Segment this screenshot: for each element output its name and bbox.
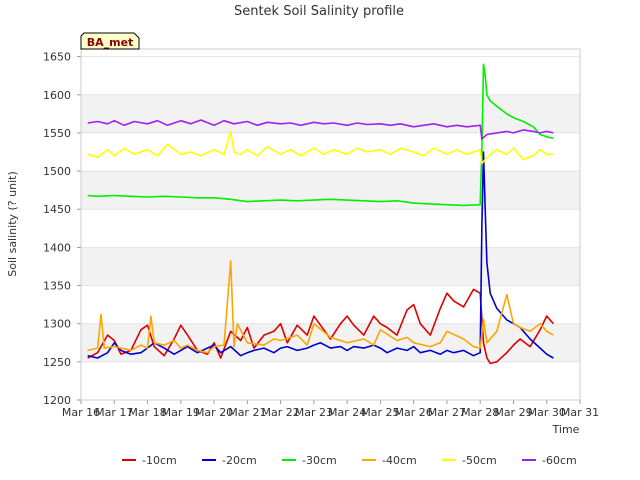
y-tick-label: 1400 (43, 241, 71, 254)
series-line-minus-10cm (87, 288, 555, 365)
y-tick-label: 1650 (43, 51, 71, 64)
grid-band (81, 171, 580, 210)
grid-band (81, 247, 580, 286)
y-tick-label: 1350 (43, 280, 71, 293)
y-axis-label: Soil salinity (? unit) (6, 171, 19, 276)
x-tick-label: Mar 20 (195, 406, 233, 419)
x-tick-label: Mar 19 (162, 406, 200, 419)
x-tick-label: Mar 25 (361, 406, 399, 419)
y-tick-label: 1550 (43, 127, 71, 140)
y-tick-label: 1600 (43, 89, 71, 102)
y-tick-label: 1500 (43, 165, 71, 178)
x-tick-label: Mar 31 (561, 406, 599, 419)
series-line-minus-30cm (87, 63, 554, 207)
x-tick-label: Mar 16 (62, 406, 100, 419)
grid-band (81, 94, 580, 133)
series-line-minus-40cm (87, 260, 554, 354)
x-tick-label: Mar 23 (295, 406, 333, 419)
x-tick-label: Mar 24 (328, 406, 366, 419)
x-tick-label: Mar 27 (428, 406, 466, 419)
series-layer (87, 63, 555, 365)
x-tick-label: Mar 29 (494, 406, 532, 419)
x-tick-label: Mar 17 (95, 406, 133, 419)
legend-label: -50cm (462, 454, 497, 467)
y-tick-label: 1200 (43, 394, 71, 407)
y-axis-ticks: 1200 1250 1300 1350 1400 1450 1500 1550 1600 1650 (43, 51, 81, 407)
plot-frame (80, 48, 581, 401)
legend-label: -40cm (382, 454, 417, 467)
x-tick-label: Mar 22 (261, 406, 299, 419)
x-tick-label: Mar 26 (395, 406, 433, 419)
x-axis-label: Time (552, 423, 580, 436)
legend-label: -30cm (302, 454, 337, 467)
x-tick-label: Mar 21 (228, 406, 266, 419)
y-tick-label: 1250 (43, 356, 71, 369)
site-label: BA_met (87, 36, 134, 49)
series-line-minus-20cm (87, 151, 554, 359)
chart-title: Sentek Soil Salinity profile (234, 4, 404, 19)
x-tick-label: Mar 30 (528, 406, 566, 419)
x-tick-label: Mar 28 (461, 406, 499, 419)
x-tick-label: Mar 18 (128, 406, 166, 419)
y-tick-label: 1300 (43, 318, 71, 331)
series-line-minus-60cm (87, 119, 554, 140)
legend-label: -60cm (542, 454, 577, 467)
legend-label: -10cm (142, 454, 177, 467)
series-line-minus-50cm (87, 130, 554, 165)
legend: -10cm -20cm -30cm -40cm -50cm -60cm (122, 454, 577, 467)
legend-label: -20cm (222, 454, 257, 467)
y-tick-label: 1450 (43, 203, 71, 216)
site-label-box: BA_met (80, 32, 140, 50)
